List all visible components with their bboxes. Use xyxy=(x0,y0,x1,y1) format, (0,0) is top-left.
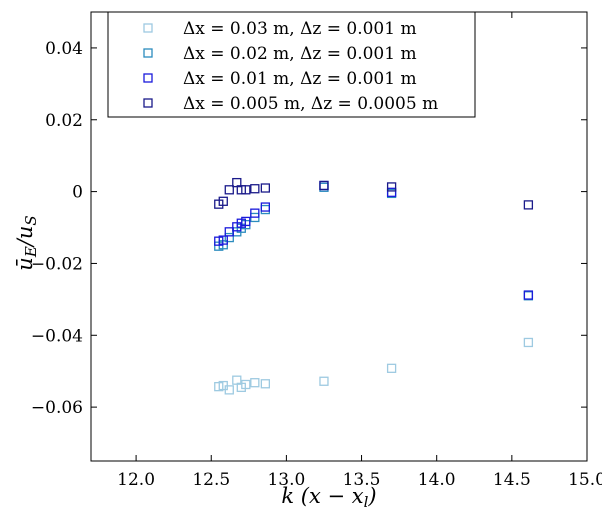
data-point-marker xyxy=(250,184,260,194)
y-axis: 0.04 0.02 0 −0.02 −0.04 −0.06 xyxy=(31,39,587,418)
data-point-marker xyxy=(241,379,251,390)
data-point-marker xyxy=(224,185,234,195)
legend-box xyxy=(107,11,476,118)
data-point-marker xyxy=(523,290,534,300)
data-point-marker xyxy=(386,363,397,373)
legend: Δx = 0.03 m, Δz = 0.001 m Δx = 0.02 m, Δz… xyxy=(107,11,476,118)
series-3 xyxy=(214,180,534,300)
data-point-marker xyxy=(224,227,234,237)
series-1 xyxy=(214,337,534,395)
legend-marker xyxy=(143,73,153,83)
y-tick-label: −0.02 xyxy=(31,254,83,274)
x-axis-title: k (x − xl) xyxy=(281,484,376,511)
series-4 xyxy=(214,177,534,210)
x-tick-label: 12.5 xyxy=(192,470,230,490)
y-tick-label: −0.06 xyxy=(31,398,83,418)
y-tick-label: 0 xyxy=(72,183,83,203)
data-point-marker xyxy=(250,208,260,218)
data-point-marker xyxy=(386,182,397,192)
legend-marker xyxy=(143,98,153,108)
legend-entry: Δx = 0.02 m, Δz = 0.001 m xyxy=(143,44,417,64)
y-axis-title: ūE/uS xyxy=(13,215,40,270)
data-point-marker xyxy=(241,185,251,195)
data-point-marker xyxy=(260,202,271,212)
legend-entry: Δx = 0.03 m, Δz = 0.001 m xyxy=(143,19,417,39)
y-tick-label: 0.04 xyxy=(45,39,83,59)
series-2 xyxy=(214,182,534,301)
x-tick-label: 14.5 xyxy=(493,470,531,490)
x-tick-label: 13.5 xyxy=(343,470,381,490)
legend-label: Δx = 0.01 m, Δz = 0.001 m xyxy=(183,69,417,89)
legend-label: Δx = 0.02 m, Δz = 0.001 m xyxy=(183,44,417,64)
x-tick-label: 12.0 xyxy=(117,470,155,490)
data-point-marker xyxy=(260,183,271,193)
legend-marker xyxy=(143,48,153,58)
x-tick-label: 13.0 xyxy=(267,470,305,490)
data-point-marker xyxy=(523,337,534,348)
data-point-marker xyxy=(386,187,397,197)
x-tick-label: 15.0 xyxy=(568,470,602,490)
data-point-marker xyxy=(260,204,271,215)
legend-label: Δx = 0.03 m, Δz = 0.001 m xyxy=(183,19,417,39)
y-tick-label: 0.02 xyxy=(45,111,83,131)
data-point-marker xyxy=(250,378,260,388)
data-point-marker xyxy=(224,232,234,243)
legend-marker xyxy=(143,23,153,33)
x-axis: 12.0 12.5 13.0 13.5 14.0 14.5 15.0 xyxy=(117,12,602,490)
data-point-marker xyxy=(260,379,271,389)
data-point-marker xyxy=(224,385,234,395)
y-tick-label: −0.04 xyxy=(31,326,83,346)
data-point-marker xyxy=(241,216,251,227)
x-tick-label: 14.0 xyxy=(418,470,456,490)
data-point-marker xyxy=(523,200,534,210)
data-point-marker xyxy=(218,196,228,206)
legend-label: Δx = 0.005 m, Δz = 0.0005 m xyxy=(183,94,438,114)
data-point-marker xyxy=(319,376,329,386)
data-point-marker xyxy=(319,180,329,191)
legend-entry: Δx = 0.01 m, Δz = 0.001 m xyxy=(143,69,417,89)
legend-entry: Δx = 0.005 m, Δz = 0.0005 m xyxy=(143,94,438,114)
data-point-marker xyxy=(218,235,228,245)
data-markers xyxy=(214,177,534,395)
